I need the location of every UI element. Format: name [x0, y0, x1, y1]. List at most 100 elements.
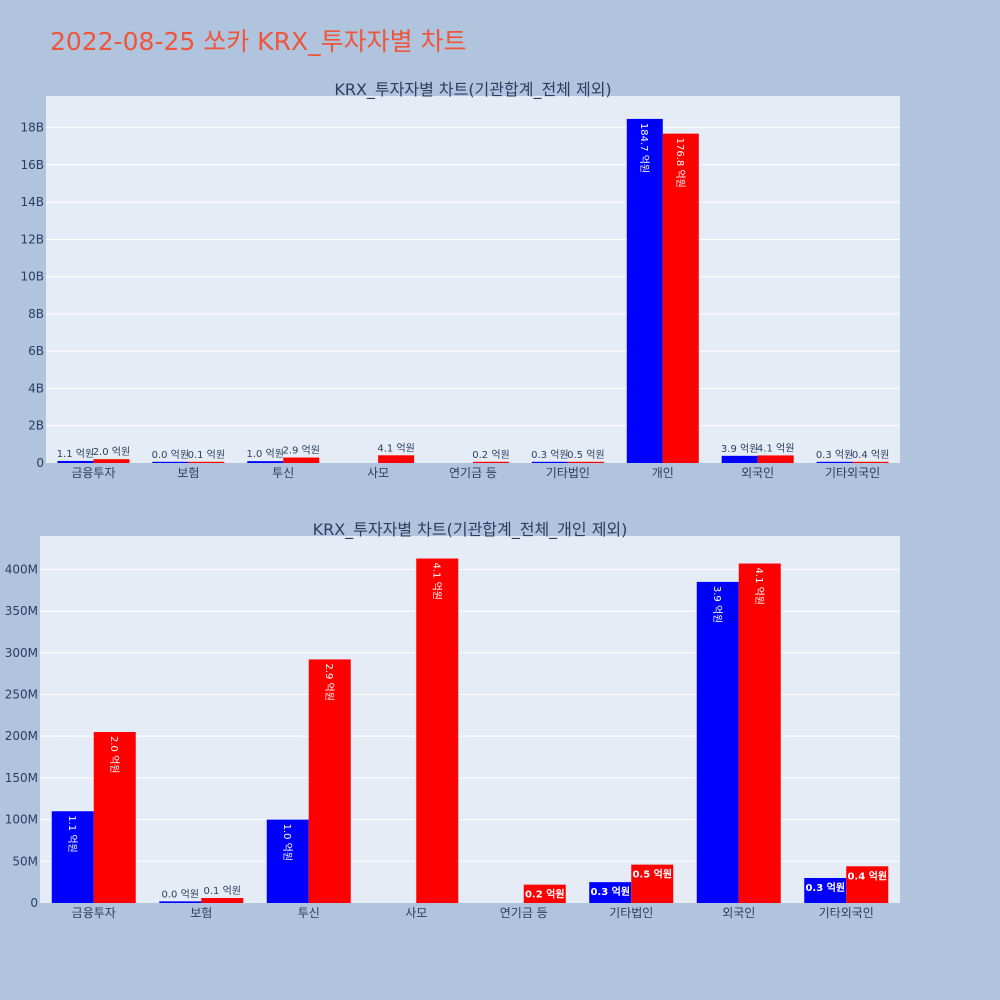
bar [93, 732, 136, 903]
bar-value-label: 4.1 억원 [753, 568, 765, 605]
x-tick-label: 투신 [298, 906, 320, 920]
bar [852, 461, 889, 463]
y-tick-label: 400M [5, 562, 38, 576]
bar [589, 882, 632, 903]
bar [531, 461, 568, 463]
bar [201, 897, 244, 903]
y-tick-label: 300M [5, 646, 38, 660]
x-tick-label: 금융투자 [71, 466, 115, 480]
bar [283, 457, 320, 463]
bar [93, 459, 130, 463]
y-tick-label: 200M [5, 729, 38, 743]
x-tick-label: 사모 [405, 906, 427, 920]
bar-value-label: 2.9 억원 [282, 445, 319, 457]
y-tick-label: 350M [5, 604, 38, 618]
y-tick-label: 12B [20, 232, 44, 246]
bar [188, 461, 225, 463]
bar [757, 455, 794, 463]
bar-value-label: 3.9 억원 [711, 586, 723, 623]
bar-value-label: 176.8 억원 [674, 138, 686, 188]
bar-value-label: 1.0 억원 [281, 824, 293, 861]
bar-value-label: 0.3 억원 [816, 449, 853, 461]
bar [266, 819, 309, 903]
bar-value-label: 0.2 억원 [525, 888, 565, 901]
y-tick-label: 14B [20, 195, 44, 209]
y-tick-label: 150M [5, 771, 38, 785]
bar-value-label: 0.2 억원 [472, 449, 509, 461]
y-tick-label: 250M [5, 687, 38, 701]
x-tick-label: 외국인 [741, 466, 774, 480]
bar-value-label: 2.0 억원 [108, 736, 120, 773]
chart-title: KRX_투자자별 차트(기관합계_전체 제외) [334, 80, 611, 100]
bar-value-label: 3.9 억원 [721, 443, 758, 455]
bar [662, 133, 699, 463]
x-tick-label: 기타법인 [609, 906, 653, 920]
chart-1: KRX_투자자별 차트(기관합계_전체 제외) 0 2B 4B 6B 8B 10B 12B 14… [20, 80, 900, 480]
bar [626, 118, 663, 463]
bar-value-label: 0.1 억원 [204, 885, 241, 897]
bar [308, 659, 351, 903]
y-tick-label: 2B [28, 419, 44, 433]
bar [567, 461, 604, 463]
chart-title: KRX_투자자별 차트(기관합계_전체_개인 제외) [313, 520, 628, 540]
y-tick-label: 6B [28, 344, 44, 358]
bar-value-label: 0.4 억원 [847, 869, 887, 882]
y-tick-label: 0 [36, 456, 44, 470]
bar [721, 455, 758, 463]
bar-value-label: 1.1 억원 [57, 448, 94, 460]
bar-value-label: 0.5 억원 [632, 868, 672, 881]
bar [696, 581, 739, 903]
bar-value-label: 1.0 억원 [246, 448, 283, 460]
bar-value-label: 1.1 억원 [66, 815, 78, 852]
bar-value-label: 0.4 억원 [852, 449, 889, 461]
bar [804, 877, 847, 903]
x-tick-label: 연기금 등 [449, 466, 497, 480]
x-tick-label: 금융투자 [72, 906, 116, 920]
y-tick-label: 18B [20, 121, 44, 135]
bar-value-label: 0.1 억원 [188, 449, 225, 461]
bar-value-label: 4.1 억원 [757, 442, 794, 454]
x-tick-label: 투신 [272, 466, 294, 480]
bar [159, 901, 202, 903]
y-tick-label: 100M [5, 813, 38, 827]
bar [523, 884, 566, 903]
y-tick-label: 4B [28, 381, 44, 395]
bar-value-label: 0.3 억원 [590, 885, 630, 898]
x-tick-label: 외국인 [722, 906, 755, 920]
x-tick-label: 연기금 등 [500, 906, 548, 920]
y-tick-label: 16B [20, 158, 44, 172]
x-tick-label: 개인 [652, 466, 674, 480]
x-tick-label: 기타외국인 [819, 906, 874, 920]
x-tick-label: 보험 [177, 466, 199, 480]
bar-value-label: 2.9 억원 [323, 663, 335, 700]
bar [152, 461, 189, 463]
chart-2: KRX_투자자별 차트(기관합계_전체_개인 제외) 0 50M 100M 150M 20… [5, 520, 900, 920]
y-tick-label: 50M [12, 854, 38, 868]
x-tick-label: 사모 [367, 466, 389, 480]
page-title: 2022-08-25 쏘카 KRX_투자자별 차트 [50, 27, 467, 56]
y-tick-label: 8B [28, 307, 44, 321]
bar-value-label: 0.3 억원 [805, 881, 845, 894]
bar [416, 558, 459, 903]
bar [631, 864, 674, 903]
bar [738, 563, 781, 903]
bar-value-label: 4.1 억원 [430, 563, 442, 600]
bar [57, 460, 94, 463]
bar [473, 461, 509, 463]
x-tick-label: 기타법인 [546, 466, 590, 480]
plot-area [46, 96, 900, 463]
bar [816, 461, 853, 463]
bar [247, 461, 284, 463]
bar-value-label: 2.0 억원 [93, 446, 130, 458]
y-tick-label: 10B [20, 270, 44, 284]
bar [846, 866, 889, 903]
bar-value-label: 0.0 억원 [162, 888, 199, 900]
x-tick-label: 보험 [190, 906, 212, 920]
bar-value-label: 0.0 억원 [152, 449, 189, 461]
bar [51, 811, 94, 903]
y-tick-label: 0 [30, 896, 38, 910]
bar [378, 455, 415, 463]
bar-value-label: 0.3 억원 [531, 449, 568, 461]
x-tick-label: 기타외국인 [825, 466, 880, 480]
